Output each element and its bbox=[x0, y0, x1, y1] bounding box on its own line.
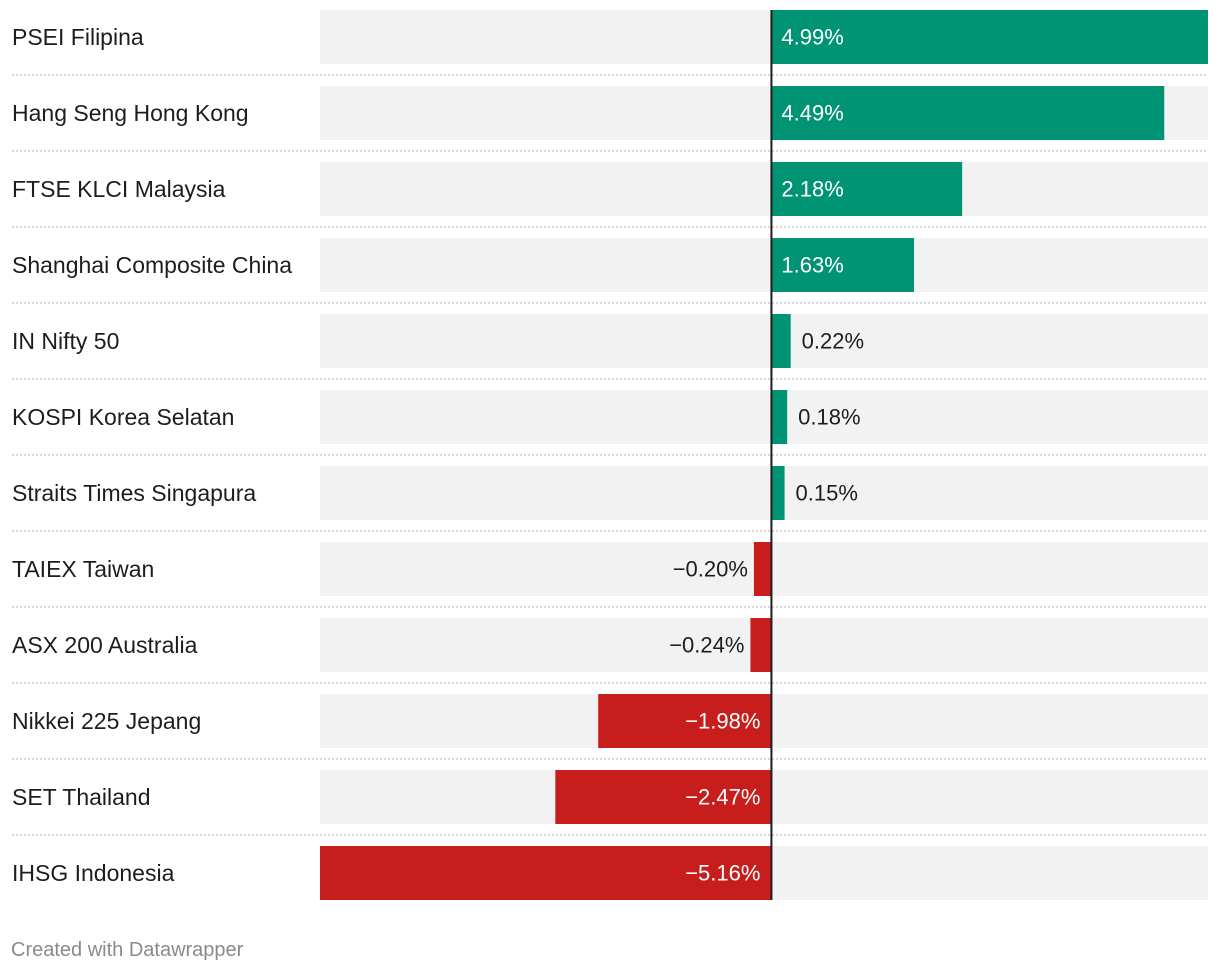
chart-row: Hang Seng Hong Kong 4.49% bbox=[12, 86, 1208, 152]
category-label: Nikkei 225 Jepang bbox=[12, 708, 201, 734]
bar bbox=[771, 162, 963, 216]
bar bbox=[771, 10, 1208, 64]
chart-row: IN Nifty 50 0.22% bbox=[12, 314, 1208, 380]
bar bbox=[320, 846, 772, 900]
value-label: 0.22% bbox=[802, 329, 864, 354]
category-label: IN Nifty 50 bbox=[12, 328, 119, 354]
value-label: 0.15% bbox=[796, 481, 858, 506]
chart-row: Shanghai Composite China 1.63% bbox=[12, 238, 1208, 304]
category-label: FTSE KLCI Malaysia bbox=[12, 176, 226, 202]
category-label: PSEI Filipina bbox=[12, 24, 144, 50]
category-label: Straits Times Singapura bbox=[12, 480, 256, 506]
category-label: Shanghai Composite China bbox=[12, 252, 292, 278]
bar-track bbox=[320, 238, 1208, 292]
value-label: −0.20% bbox=[673, 557, 748, 582]
bar bbox=[753, 542, 772, 596]
bar bbox=[771, 238, 915, 292]
chart-row: ASX 200 Australia −0.24% bbox=[12, 618, 1208, 684]
chart-row: TAIEX Taiwan −0.20% bbox=[12, 542, 1208, 608]
bar-track bbox=[320, 314, 1208, 368]
bar bbox=[771, 314, 791, 368]
bar-track bbox=[320, 162, 1208, 216]
value-label: 0.18% bbox=[798, 405, 860, 430]
value-label: 1.63% bbox=[781, 253, 843, 278]
category-label: TAIEX Taiwan bbox=[12, 556, 154, 582]
category-label: Hang Seng Hong Kong bbox=[12, 100, 249, 126]
chart-row: FTSE KLCI Malaysia 2.18% bbox=[12, 162, 1208, 228]
value-label: 4.49% bbox=[781, 101, 843, 126]
bar bbox=[771, 86, 1165, 140]
chart-rows: PSEI Filipina 4.99% Hang Seng Hong Kong 4.4… bbox=[12, 10, 1208, 900]
chart-row: KOSPI Korea Selatan 0.18% bbox=[12, 390, 1208, 456]
bar bbox=[598, 694, 772, 748]
chart-row: PSEI Filipina 4.99% bbox=[12, 10, 1208, 76]
chart-row: Nikkei 225 Jepang −1.98% bbox=[12, 694, 1208, 760]
chart-row: SET Thailand −2.47% bbox=[12, 770, 1208, 836]
category-label: IHSG Indonesia bbox=[12, 860, 175, 886]
category-label: SET Thailand bbox=[12, 784, 151, 810]
bar-chart: PSEI Filipina 4.99% Hang Seng Hong Kong 4.4… bbox=[12, 10, 1208, 900]
bar-track bbox=[320, 466, 1208, 520]
value-label: −1.98% bbox=[685, 709, 760, 734]
bar-track bbox=[320, 390, 1208, 444]
bar bbox=[750, 618, 772, 672]
chart-row: IHSG Indonesia −5.16% bbox=[12, 846, 1208, 900]
bar bbox=[555, 770, 772, 824]
bar bbox=[771, 390, 788, 444]
bar bbox=[771, 466, 785, 520]
category-label: KOSPI Korea Selatan bbox=[12, 404, 234, 430]
category-label: ASX 200 Australia bbox=[12, 632, 198, 658]
value-label: 4.99% bbox=[781, 25, 843, 50]
value-label: 2.18% bbox=[781, 177, 843, 202]
value-label: −2.47% bbox=[685, 785, 760, 810]
chart-row: Straits Times Singapura 0.15% bbox=[12, 466, 1208, 532]
value-label: −5.16% bbox=[685, 861, 760, 886]
value-label: −0.24% bbox=[669, 633, 744, 658]
datawrapper-credit: Created with Datawrapper bbox=[11, 939, 244, 961]
